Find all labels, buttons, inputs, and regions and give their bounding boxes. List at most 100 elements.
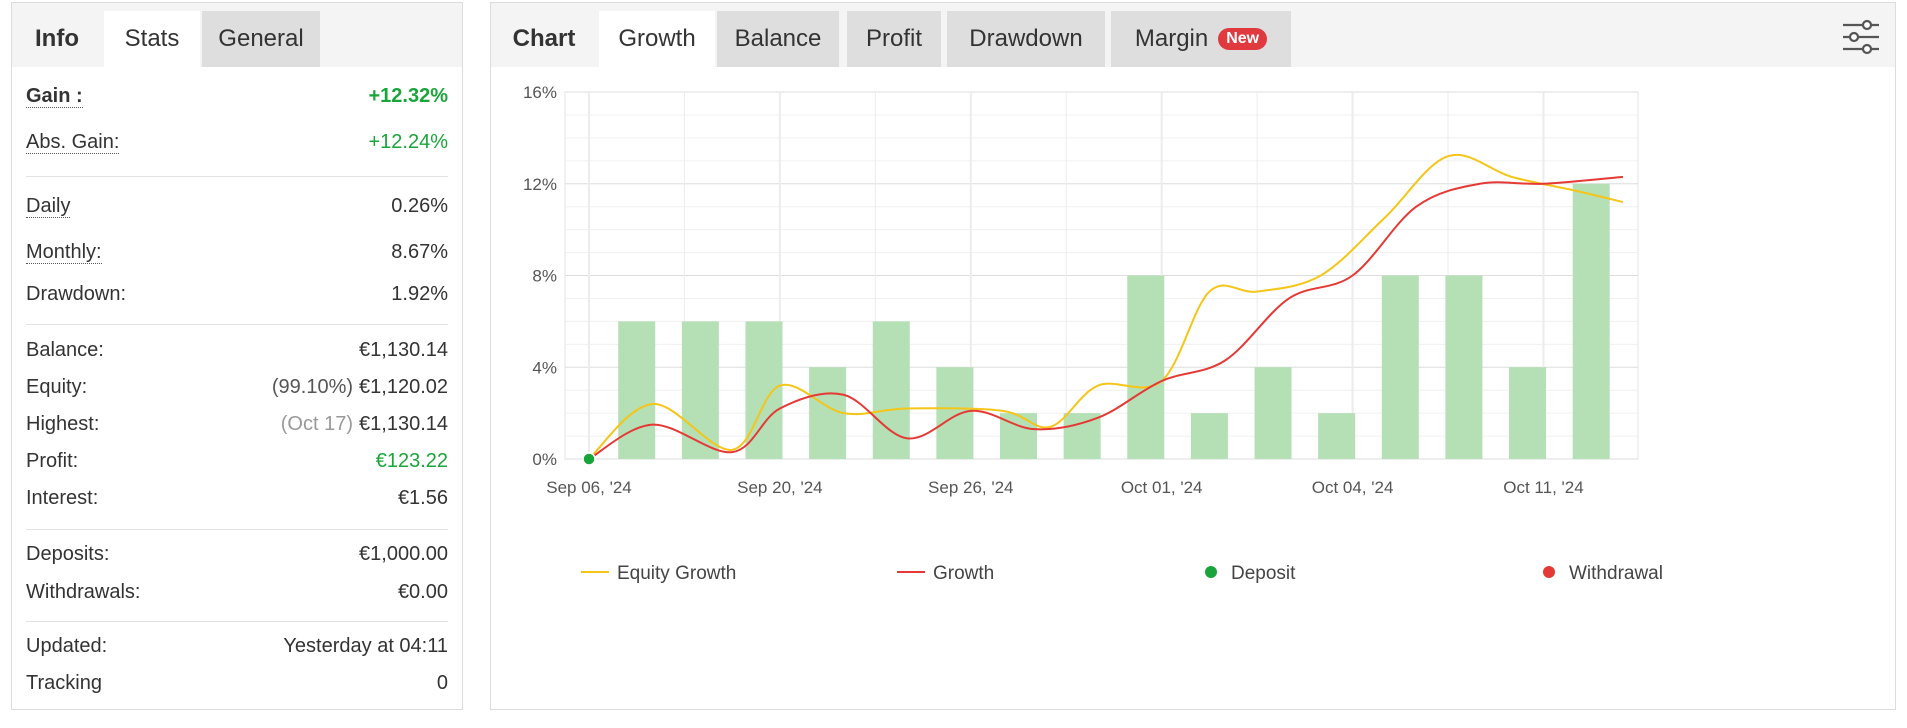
tab-margin-label: Margin xyxy=(1134,25,1209,52)
divider xyxy=(26,176,448,177)
tracking-row: Tracking 0 xyxy=(26,668,448,700)
tab-margin[interactable]: Margin New xyxy=(1111,11,1291,67)
daily-label[interactable]: Daily xyxy=(26,195,71,218)
abs-gain-label[interactable]: Abs. Gain: xyxy=(26,131,120,154)
growth-swatch xyxy=(897,571,925,573)
highest-label: Highest: xyxy=(26,413,100,435)
tab-general[interactable]: General xyxy=(202,11,320,67)
growth-bar xyxy=(1445,275,1483,459)
updated-value: Yesterday at 04:11 xyxy=(283,635,448,657)
monthly-row: Monthly: 8.67% xyxy=(26,237,448,269)
deposit-marker xyxy=(582,452,596,466)
y-tick-label: 8% xyxy=(532,267,557,286)
legend-deposit[interactable]: Deposit xyxy=(1199,563,1295,585)
tab-balance[interactable]: Balance xyxy=(717,11,839,67)
tab-growth[interactable]: Growth xyxy=(599,11,715,67)
profit-label: Profit: xyxy=(26,450,79,472)
x-tick-label: Oct 11, '24 xyxy=(1503,478,1583,497)
equity-growth-line xyxy=(588,153,1624,460)
growth-bar xyxy=(936,367,974,459)
divider xyxy=(26,529,448,530)
tab-stats[interactable]: Stats xyxy=(104,11,200,67)
growth-bar xyxy=(872,321,910,459)
legend-withdrawal[interactable]: Withdrawal xyxy=(1537,563,1663,585)
y-tick-label: 0% xyxy=(532,450,557,469)
legend-growth-label: Growth xyxy=(933,563,995,584)
withdrawals-row: Withdrawals: €0.00 xyxy=(26,577,448,609)
tracking-label: Tracking xyxy=(26,672,102,694)
deposit-swatch xyxy=(1205,566,1217,578)
legend-deposit-label: Deposit xyxy=(1231,563,1296,584)
highest-value-group: (Oct 17) €1,130.14 xyxy=(281,413,448,436)
chart-tabbar: Chart Growth Balance Profit Drawdown Mar… xyxy=(491,3,1895,67)
equity-growth-swatch xyxy=(581,571,609,573)
growth-bar xyxy=(1509,367,1547,459)
equity-label: Equity: xyxy=(26,376,88,398)
equity-value: €1,120.02 xyxy=(359,376,448,398)
drawdown-label: Drawdown: xyxy=(26,283,127,305)
legend-equity-growth[interactable]: Equity Growth xyxy=(581,563,736,585)
highest-row: Highest: (Oct 17) €1,130.14 xyxy=(26,409,448,441)
drawdown-value: 1.92% xyxy=(391,283,448,305)
growth-line xyxy=(588,175,1624,460)
growth-bar xyxy=(1318,413,1356,459)
left-tabbar: Info Stats General xyxy=(12,3,462,67)
filter-settings-icon[interactable] xyxy=(1841,17,1881,57)
y-tick-label: 12% xyxy=(523,175,557,194)
tracking-value: 0 xyxy=(436,672,448,694)
abs-gain-row: Abs. Gain: +12.24% xyxy=(26,127,448,159)
growth-bar xyxy=(745,321,783,459)
growth-bar xyxy=(1063,413,1101,459)
legend-equity-growth-label: Equity Growth xyxy=(617,563,737,584)
daily-row: Daily 0.26% xyxy=(26,191,448,223)
daily-value: 0.26% xyxy=(391,195,448,217)
equity-percent: (99.10%) xyxy=(271,376,354,398)
y-tick-label: 4% xyxy=(532,358,557,377)
x-tick-label: Sep 06, '24 xyxy=(546,478,631,497)
growth-chart: 0% 4% 8% 12% 16% Sep 06, '24 Sep 20, '24 Sep 26… xyxy=(491,67,1895,709)
growth-chart-svg: 0% 4% 8% 12% 16% Sep 06, '24 Sep 20, '24 Sep 26… xyxy=(523,83,1639,497)
divider xyxy=(26,621,448,622)
equity-value-group: (99.10%) €1,120.02 xyxy=(272,376,448,399)
tab-chart[interactable]: Chart xyxy=(512,25,576,52)
withdrawals-value: €0.00 xyxy=(397,581,448,603)
gain-value: +12.32% xyxy=(368,85,448,107)
x-tick-label: Oct 01, '24 xyxy=(1121,478,1203,497)
growth-bar xyxy=(1254,367,1292,459)
drawdown-row: Drawdown: 1.92% xyxy=(26,279,448,311)
withdrawals-label: Withdrawals: xyxy=(26,581,141,603)
updated-row: Updated: Yesterday at 04:11 xyxy=(26,631,448,663)
balance-label: Balance: xyxy=(26,339,104,361)
deposits-value: €1,000.00 xyxy=(359,543,448,565)
y-tick-label: 16% xyxy=(523,83,557,102)
gain-label[interactable]: Gain : xyxy=(26,85,83,108)
chart-legend: Equity Growth Growth Deposit Withdrawal xyxy=(491,563,1895,593)
new-badge: New xyxy=(1218,28,1268,50)
highest-value: €1,130.14 xyxy=(359,413,448,435)
tab-info[interactable]: Info xyxy=(35,25,79,52)
growth-bar xyxy=(1190,413,1228,459)
abs-gain-value: +12.24% xyxy=(368,131,448,153)
divider xyxy=(26,324,448,325)
sliders-icon xyxy=(1843,19,1879,55)
x-tick-label: Sep 26, '24 xyxy=(928,478,1013,497)
gain-row: Gain : +12.32% xyxy=(26,81,448,113)
monthly-label[interactable]: Monthly: xyxy=(26,241,102,264)
tab-profit[interactable]: Profit xyxy=(847,11,941,67)
balance-row: Balance: €1,130.14 xyxy=(26,335,448,367)
x-tick-label: Oct 04, '24 xyxy=(1312,478,1394,497)
interest-value: €1.56 xyxy=(397,487,448,509)
growth-bar xyxy=(681,321,719,459)
tab-drawdown[interactable]: Drawdown xyxy=(947,11,1105,67)
profit-row: Profit: €123.22 xyxy=(26,446,448,478)
profit-value: €123.22 xyxy=(375,450,448,472)
interest-row: Interest: €1.56 xyxy=(26,483,448,515)
x-tick-label: Sep 20, '24 xyxy=(737,478,822,497)
interest-label: Interest: xyxy=(26,487,99,509)
growth-bar xyxy=(1572,183,1610,459)
chart-panel: Chart Growth Balance Profit Drawdown Mar… xyxy=(490,2,1896,710)
legend-growth[interactable]: Growth xyxy=(897,563,994,585)
growth-bar xyxy=(1381,275,1419,459)
highest-date: (Oct 17) xyxy=(280,413,354,435)
updated-label: Updated: xyxy=(26,635,108,657)
